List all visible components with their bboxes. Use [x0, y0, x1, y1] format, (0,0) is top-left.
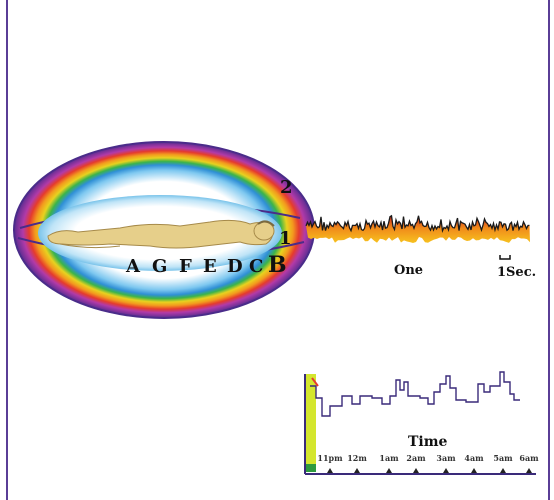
sleep-chart-tick-marker [413, 468, 419, 473]
sleep-chart-tick-label: 6am [519, 453, 539, 463]
sleep-chart: Time 11pm 12m 1am 2am 3am 4am 5am 6am [304, 371, 539, 475]
sleep-chart-yellow-band [306, 374, 316, 464]
sleep-chart-tick-label: 3am [436, 453, 456, 463]
frame-border-right [548, 0, 550, 500]
aura-layer-label-f: F [179, 256, 192, 277]
aura-layer-label-b: B [268, 252, 287, 278]
reclining-figure [47, 219, 275, 249]
eeg-scale-label: 1Sec. [497, 265, 536, 280]
sleep-chart-green-band [306, 464, 316, 472]
sleep-chart-tick-label: 11pm [317, 453, 343, 463]
aura-layer-label-d: D [227, 256, 243, 277]
sleep-stage-trace [310, 371, 520, 417]
aura-layer-labels: A G F E D C B [125, 252, 287, 278]
eeg-caption: One [394, 263, 423, 278]
outer-layer-number: 2 [280, 177, 293, 198]
aura-layer-label-c: C [249, 256, 263, 277]
sleep-chart-tick-marker [443, 468, 449, 473]
sleep-chart-tick-marker [471, 468, 477, 473]
inner-layer-number: 1 [279, 228, 292, 249]
sleep-chart-ticks: 11pm 12m 1am 2am 3am 4am 5am 6am [317, 453, 539, 473]
sleep-chart-tick-label: 2am [406, 453, 426, 463]
aura-layer-label-g: G [152, 256, 167, 277]
eeg-waveform [305, 214, 530, 243]
aura-layer-label-e: E [203, 256, 217, 277]
sleep-chart-tick-label: 5am [493, 453, 513, 463]
sleep-chart-tick-marker [526, 468, 532, 473]
sleep-chart-tick-marker [500, 468, 506, 473]
frame-border-left [6, 0, 8, 500]
sleep-chart-tick-label: 12m [347, 453, 367, 463]
sleep-chart-axis-label: Time [408, 434, 448, 450]
sleep-chart-tick-label: 1am [379, 453, 399, 463]
eeg-scale-bar [499, 255, 511, 260]
sleep-chart-tick-marker [327, 468, 333, 473]
aura-layer-label-a: A [125, 256, 141, 277]
sleep-chart-tick-label: 4am [464, 453, 484, 463]
sleep-chart-tick-marker [354, 468, 360, 473]
sleep-chart-tick-marker [386, 468, 392, 473]
